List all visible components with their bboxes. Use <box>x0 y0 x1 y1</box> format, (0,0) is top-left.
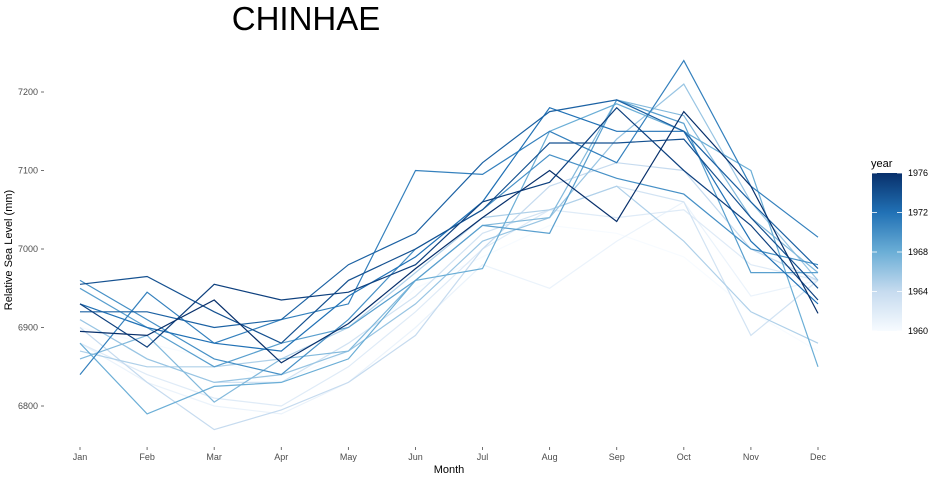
x-tick-label: Sep <box>609 452 625 462</box>
series-line-1969 <box>79 99 818 368</box>
x-tick-label: Apr <box>274 452 288 462</box>
y-tick-label: 7000 <box>18 244 38 254</box>
x-tick-label: May <box>340 452 358 462</box>
x-axis-title: Month <box>434 464 465 476</box>
legend-title: year <box>871 158 893 170</box>
series-line-1964 <box>79 162 819 431</box>
y-tick-label: 6900 <box>18 323 38 333</box>
y-axis-title: Relative Sea Level (mm) <box>3 190 15 310</box>
x-tick-label: Jan <box>73 452 88 462</box>
legend-tick-label: 1976 <box>908 168 928 178</box>
y-tick-label: 7200 <box>18 87 38 97</box>
y-tick-label: 7100 <box>18 166 38 176</box>
legend-tick-label: 1972 <box>908 208 928 218</box>
series-line-1965 <box>79 185 819 368</box>
series-line-1971 <box>79 59 819 375</box>
x-tick-label: Mar <box>206 452 222 462</box>
series-lines <box>79 59 819 431</box>
legend-tick-label: 1960 <box>908 326 928 336</box>
series-line-1962 <box>79 209 819 407</box>
legend-tick-label: 1964 <box>908 287 928 297</box>
x-tick-label: Aug <box>542 452 558 462</box>
x-tick-label: Feb <box>139 452 155 462</box>
legend-tick-label: 1968 <box>908 247 928 257</box>
x-tick-label: Jun <box>408 452 423 462</box>
series-line-1975 <box>79 106 819 348</box>
series-line-1976 <box>79 110 819 364</box>
x-axis: Jan Feb Mar Apr May Jun Jul Aug Sep Oct Nov Dec <box>73 447 827 462</box>
series-line-1968 <box>79 103 819 415</box>
legend: year 1960 1964 1968 1972 1976 <box>871 158 928 336</box>
y-axis: 6800 6900 7000 7100 7200 <box>18 87 44 411</box>
x-tick-label: Nov <box>743 452 760 462</box>
x-tick-label: Jul <box>477 452 489 462</box>
series-line-1973 <box>80 99 819 329</box>
y-tick-label: 6800 <box>18 401 38 411</box>
chart-title: CHINHAE <box>232 0 381 37</box>
series-line-1961 <box>79 201 819 415</box>
series-line-1966 <box>79 83 819 384</box>
x-tick-label: Oct <box>677 452 692 462</box>
x-tick-label: Dec <box>810 452 827 462</box>
